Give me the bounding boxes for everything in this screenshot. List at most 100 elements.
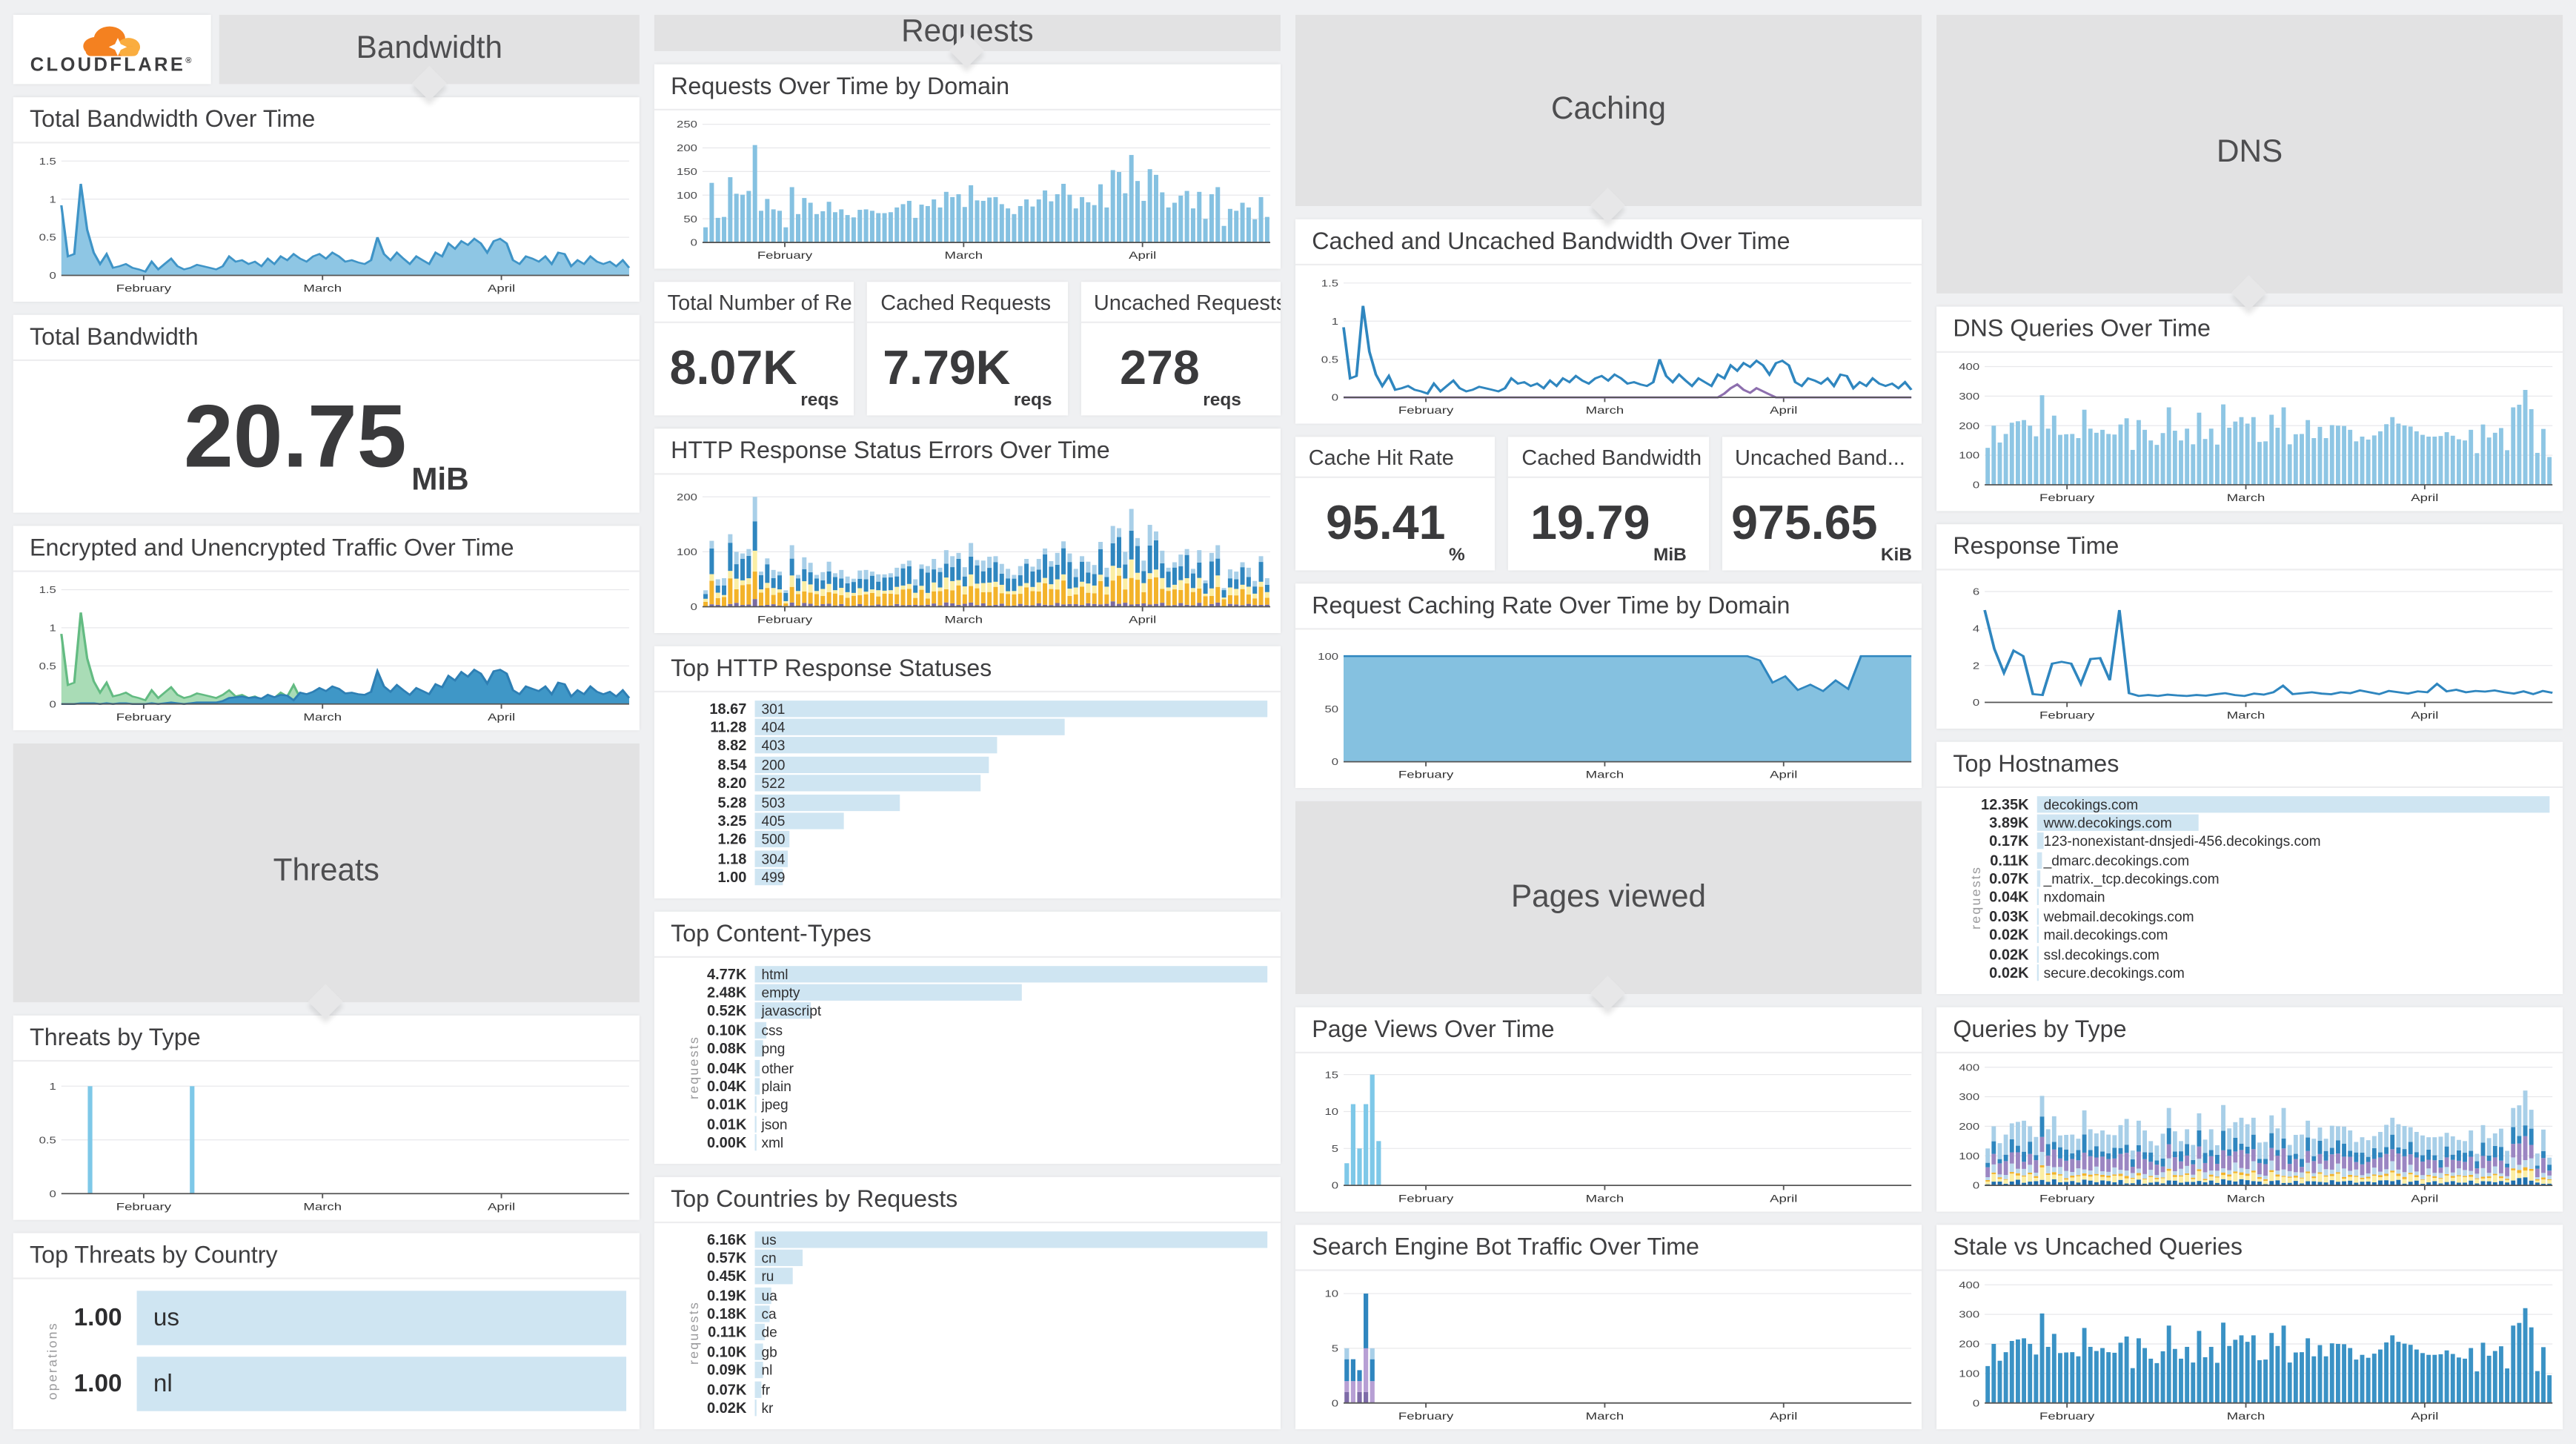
caching-rate-area-chart[interactable]: 0 50 100 February March April (1295, 634, 1922, 789)
list-item: 0.02K kr (706, 1400, 774, 1417)
svg-text:April: April (488, 1200, 515, 1212)
column-dns: DNS DNS Queries Over Time 0 100 200 300 400 F… (1936, 15, 2563, 1429)
stat-title: Cached Requests (867, 282, 1068, 323)
svg-text:March: March (1586, 1409, 1624, 1421)
stat-unit: reqs (1203, 391, 1241, 411)
stat-unit: MiB (411, 463, 469, 498)
list-item: 0.57K cn (691, 1248, 1267, 1267)
stat-unit: MiB (1653, 546, 1687, 566)
hbar (754, 1268, 793, 1285)
svg-text:100: 100 (1959, 1369, 1979, 1380)
stale-uncached-bar-chart[interactable]: 0 100 200 300 400 February March April (1936, 1274, 2563, 1428)
encrypted-traffic-area-chart[interactable]: 0 0.5 1 1.5 February March April (13, 575, 640, 730)
section-title: Caching (1551, 92, 1667, 127)
section-title: Pages viewed (1510, 879, 1707, 915)
svg-text:February: February (757, 614, 813, 626)
list-item: 0.18K ca (706, 1305, 777, 1322)
top-threats-country-list: operations 1.00 us 1.00 nl (13, 1279, 640, 1428)
caching-stats-row: Cache Hit Rate 95.41% Cached Bandwidth 1… (1295, 437, 1922, 572)
card-caching-rate: Request Caching Rate Over Time by Domain… (1295, 584, 1922, 789)
section-header-caching: Caching (1295, 15, 1922, 224)
stat-title: Uncached Band... (1722, 437, 1922, 479)
svg-text:March: March (1586, 405, 1624, 417)
stat-value: 19.79 (1530, 497, 1650, 551)
list-item: 0.10K gb (706, 1343, 777, 1360)
svg-text:April: April (1770, 1409, 1797, 1421)
total-bandwidth-area-chart[interactable]: 0 0.5 1 1.5 February March April (13, 147, 640, 302)
svg-text:1: 1 (50, 1082, 56, 1092)
column-bandwidth: CLOUDFLARE® Bandwidth Total Bandwidth Ov… (13, 15, 640, 1429)
hbar (136, 1291, 627, 1346)
svg-text:0: 0 (1973, 1398, 1979, 1408)
svg-text:April: April (1770, 769, 1797, 781)
list-item: 18.67 301 (691, 699, 1268, 718)
svg-text:1.5: 1.5 (1321, 279, 1338, 290)
chart-title: Page Views Over Time (1295, 1007, 1922, 1053)
chart-title: Request Caching Rate Over Time by Domain (1295, 584, 1922, 631)
svg-text:March: March (1586, 1192, 1624, 1204)
svg-text:5: 5 (1332, 1344, 1338, 1354)
svg-text:200: 200 (1959, 421, 1979, 431)
dns-queries-bar-chart[interactable]: 0 100 200 300 400 February March April (1936, 356, 2563, 511)
threats-by-type-bar-chart[interactable]: 0 0.5 1 February March April (13, 1064, 640, 1219)
svg-text:400: 400 (1959, 1062, 1979, 1073)
list-title: Top Content-Types (654, 912, 1281, 958)
cached-uncached-line-chart[interactable]: 0 0.5 1 1.5 February March April (1295, 269, 1922, 424)
svg-text:250: 250 (677, 120, 697, 130)
list-item: 0.11K _dmarc.decokings.com (1990, 852, 2190, 869)
svg-text:1: 1 (50, 623, 56, 634)
svg-text:6: 6 (1973, 587, 1979, 597)
card-stale-uncached: Stale vs Uncached Queries 0 100 200 300 400 F… (1936, 1224, 2563, 1429)
list-item: 0.19K ua (706, 1287, 777, 1304)
section-title: DNS (2217, 136, 2283, 170)
svg-text:0: 0 (1973, 480, 1979, 491)
list-item: 0.01K jpeg (706, 1096, 789, 1113)
search-bot-stacked-chart[interactable]: 0 5 10 February March April (1295, 1274, 1922, 1428)
hbar (754, 831, 790, 849)
svg-text:April: April (1129, 614, 1156, 626)
card-uncached-requests: Uncached Requests 278 reqs (1080, 282, 1281, 416)
svg-text:March: March (945, 614, 983, 626)
cloudflare-analytics-dashboard: CLOUDFLARE® Bandwidth Total Bandwidth Ov… (13, 15, 2563, 1429)
response-time-line-chart[interactable]: 0 2 4 6 February March April (1936, 574, 2563, 729)
stat-unit: % (1448, 546, 1465, 566)
svg-text:0: 0 (691, 238, 697, 248)
card-encrypted-traffic: Encrypted and Unencrypted Traffic Over T… (13, 526, 640, 731)
section-notch (1590, 188, 1626, 224)
requests-bar-chart[interactable]: 0 50 100 150 200 250 February March April (654, 113, 1281, 268)
svg-text:1: 1 (50, 195, 56, 205)
hbar (754, 1380, 761, 1398)
svg-text:February: February (2039, 491, 2095, 503)
card-queries-by-type: Queries by Type 0 100 200 300 400 February Mar… (1936, 1007, 2563, 1211)
list-item: 0.17K 123-nonexistant-dnsjedi-456.decokin… (1989, 832, 2321, 849)
svg-text:1: 1 (1332, 317, 1338, 328)
card-top-http-statuses: Top HTTP Response Statuses 18.67 301 11.28… (654, 646, 1281, 898)
svg-text:2: 2 (1973, 661, 1979, 672)
stat-title: Uncached Requests (1080, 282, 1281, 323)
list-item: 0.02K mail.decokings.com (1989, 927, 2168, 944)
card-cached-bandwidth: Cached Bandwidth 19.79 MiB (1508, 437, 1709, 572)
page-views-bar-chart[interactable]: 0 5 10 15 February March April (1295, 1056, 1922, 1211)
svg-text:200: 200 (677, 144, 697, 154)
stat-value: 95.41 (1326, 497, 1446, 551)
list-item: 0.52K javascript (706, 1002, 822, 1020)
svg-text:April: April (488, 282, 515, 294)
section-notch (2231, 274, 2267, 310)
svg-text:5: 5 (1332, 1144, 1338, 1154)
http-errors-stacked-chart[interactable]: 0 100 200 February March April (654, 478, 1281, 633)
cloudflare-logo[interactable]: CLOUDFLARE® (13, 15, 211, 85)
section-header-bandwidth: Bandwidth (219, 15, 640, 101)
hbar (754, 1021, 766, 1039)
stat-title: Cached Bandwidth (1508, 437, 1709, 479)
svg-text:0.5: 0.5 (39, 662, 56, 672)
hbar (754, 1096, 756, 1113)
list-item: 1.00 nl (50, 1351, 627, 1417)
svg-text:0: 0 (1973, 1181, 1979, 1191)
list-item: 0.07K fr (706, 1380, 771, 1398)
chart-title: HTTP Response Status Errors Over Time (654, 428, 1281, 475)
svg-text:February: February (1398, 405, 1454, 417)
list-item: 1.26 500 (691, 830, 1267, 849)
queries-by-type-stacked-chart[interactable]: 0 100 200 300 400 February March April (1936, 1056, 2563, 1211)
list-title: Top Threats by Country (13, 1233, 640, 1279)
